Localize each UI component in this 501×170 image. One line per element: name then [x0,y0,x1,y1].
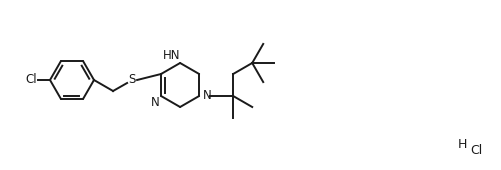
Text: S: S [128,73,136,87]
Text: N: N [150,97,159,109]
Text: N: N [202,89,211,103]
Text: Cl: Cl [469,143,481,157]
Text: Cl: Cl [25,73,37,87]
Text: H: H [456,139,466,151]
Text: HN: HN [163,49,180,63]
